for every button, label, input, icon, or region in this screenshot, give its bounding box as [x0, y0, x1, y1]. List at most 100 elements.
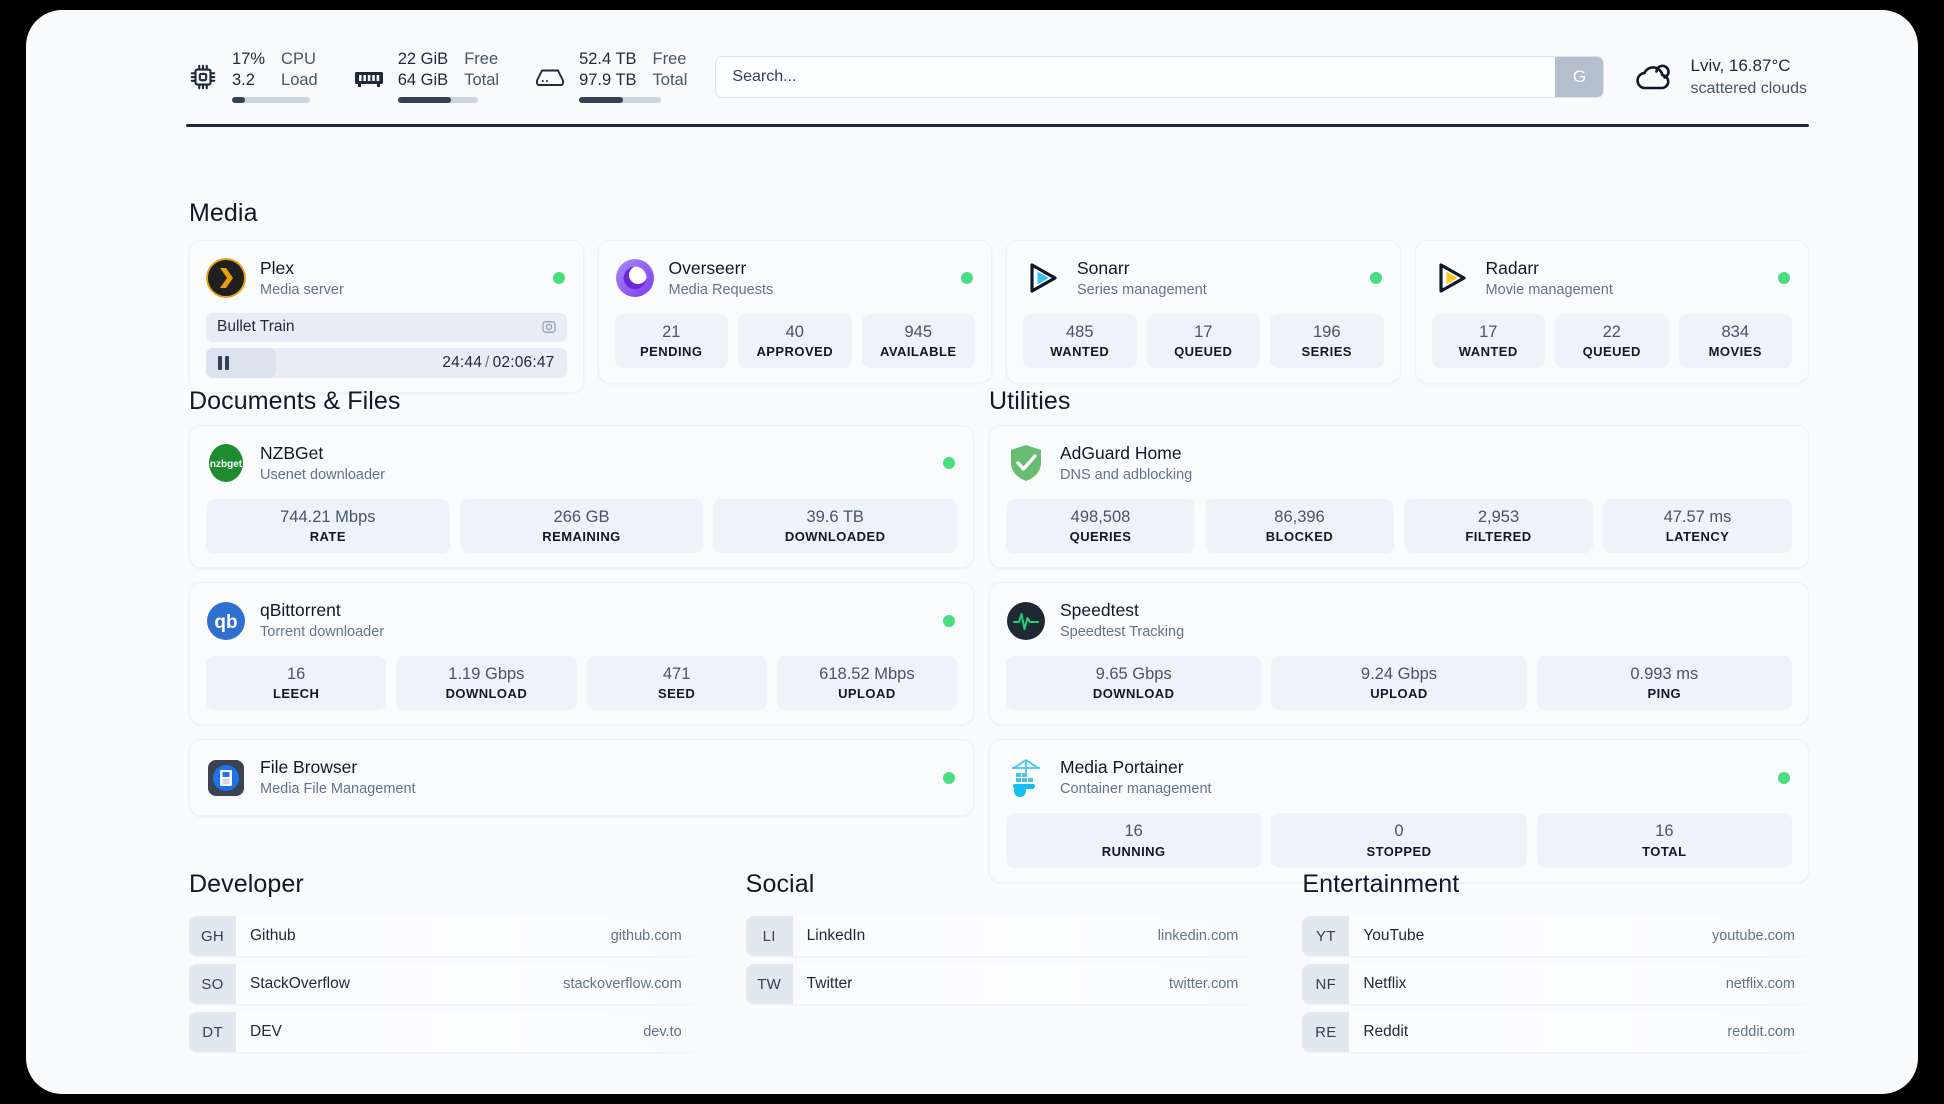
- service-desc: Media Requests: [668, 281, 774, 298]
- cpu-usage-percent: 17%: [232, 49, 266, 68]
- service-card-media-portainer[interactable]: Media Portainer Container management 16 …: [989, 739, 1809, 883]
- cloud-icon: [1632, 60, 1676, 94]
- bookmark-item-github[interactable]: GH Github github.com: [189, 916, 696, 956]
- bookmark-badge: NF: [1302, 964, 1350, 1004]
- portainer-icon: [1006, 758, 1046, 798]
- card-meta: Media Portainer Container management: [1060, 756, 1212, 799]
- stat-label: UPLOAD: [838, 686, 896, 702]
- stat-value: 9.65 Gbps: [1095, 664, 1172, 683]
- bookmark-group-developer: Developer GH Github github.com SO StackO…: [189, 870, 696, 1060]
- header-bar: 17% 3.2 CPU Load: [186, 36, 1809, 118]
- bookmark-item-dev[interactable]: DT DEV dev.to: [189, 1012, 696, 1052]
- card-meta: Sonarr Series management: [1077, 257, 1207, 300]
- search-input[interactable]: [716, 68, 1556, 86]
- stat-tile: 47.57 ms LATENCY: [1603, 498, 1792, 554]
- service-desc: Usenet downloader: [260, 466, 385, 483]
- service-card-qbittorrent[interactable]: qb qBittorrent Torrent downloader 16 LEE…: [189, 582, 974, 726]
- bookmark-item-stackoverflow[interactable]: SO StackOverflow stackoverflow.com: [189, 964, 696, 1004]
- bookmark-badge: GH: [189, 916, 236, 956]
- bookmark-group-title: Social: [745, 870, 815, 898]
- stat-label: UPLOAD: [1370, 686, 1428, 702]
- stat-label: DOWNLOAD: [445, 686, 528, 702]
- stat-value: 618.52 Mbps: [819, 664, 915, 683]
- card-header: nzbget NZBGet Usenet downloader: [206, 440, 957, 487]
- pause-icon[interactable]: [218, 355, 229, 370]
- card-meta: AdGuard Home DNS and adblocking: [1060, 442, 1192, 485]
- now-playing-time: 24:44/02:06:47: [442, 354, 554, 372]
- bookmark-name: DEV: [250, 1023, 282, 1040]
- bookmark-item-netflix[interactable]: NF Netflix netflix.com: [1302, 964, 1810, 1004]
- service-card-sonarr[interactable]: Sonarr Series management 485 WANTED 17 Q…: [1006, 240, 1401, 384]
- service-card-radarr[interactable]: Radarr Movie management 17 WANTED 22 QUE…: [1414, 240, 1809, 384]
- weather-condition: scattered clouds: [1690, 79, 1807, 97]
- service-desc: Media File Management: [260, 781, 416, 798]
- bookmark-name: Netflix: [1363, 975, 1407, 992]
- bookmark-item-linkedin[interactable]: LI LinkedIn linkedin.com: [745, 916, 1253, 956]
- now-playing-title-bar[interactable]: Bullet Train: [206, 312, 567, 342]
- search-engine-label: G: [1572, 67, 1587, 86]
- plex-icon: [206, 258, 246, 299]
- service-name: Speedtest: [1060, 600, 1139, 621]
- stat-label: RATE: [309, 529, 346, 545]
- stat-label: WANTED: [1050, 344, 1110, 360]
- disk-progress-fill: [579, 97, 624, 104]
- cpu-stat-group: 17% 3.2 CPU Load: [186, 49, 318, 105]
- stat-label: BLOCKED: [1265, 529, 1334, 545]
- bookmark-url: netflix.com: [1725, 976, 1796, 992]
- memory-values: 22 GiB 64 GiB: [398, 49, 448, 91]
- duration-time: 02:06:47: [492, 353, 555, 371]
- bookmark-badge: DT: [189, 1012, 236, 1052]
- service-card-nzbget[interactable]: nzbget NZBGet Usenet downloader 744.21 M…: [189, 425, 974, 569]
- stats-row: 16 LEECH 1.19 Gbps DOWNLOAD 471 SEED 618…: [206, 655, 957, 711]
- status-badge: [1778, 272, 1790, 285]
- stat-label: PENDING: [640, 344, 703, 360]
- weather-widget[interactable]: Lviv, 16.87°C scattered clouds: [1632, 55, 1809, 99]
- bookmark-badge: YT: [1302, 916, 1350, 956]
- card-meta: File Browser Media File Management: [260, 756, 416, 799]
- stat-value: 21: [662, 322, 681, 341]
- weather-text: Lviv, 16.87°C scattered clouds: [1690, 55, 1807, 99]
- stat-tile: 744.21 Mbps RATE: [206, 498, 450, 554]
- bookmark-item-twitter[interactable]: TW Twitter twitter.com: [745, 964, 1253, 1004]
- card-meta: qBittorrent Torrent downloader: [260, 599, 384, 642]
- service-card-plex[interactable]: Plex Media server Bullet Train: [189, 240, 584, 393]
- stat-label: FILTERED: [1465, 529, 1532, 545]
- service-name: Overseerr: [668, 258, 747, 278]
- overseerr-icon: [615, 258, 655, 298]
- stat-tile: 945 AVAILABLE: [861, 313, 975, 369]
- bookmark-url: linkedin.com: [1157, 928, 1239, 944]
- stat-value: 9.24 Gbps: [1360, 664, 1438, 683]
- service-card-adguard-home[interactable]: AdGuard Home DNS and adblocking 498,508 …: [989, 425, 1809, 569]
- stat-value: 22: [1602, 322, 1621, 341]
- time-separator: /: [485, 353, 490, 371]
- stats-row: 498,508 QUERIES 86,396 BLOCKED 2,953 FIL…: [1006, 498, 1792, 554]
- stats-row: 16 RUNNING 0 STOPPED 16 TOTAL: [1006, 813, 1792, 868]
- service-card-speedtest[interactable]: Speedtest Speedtest Tracking 9.65 Gbps D…: [989, 582, 1809, 726]
- card-header: Overseerr Media Requests: [615, 255, 976, 302]
- stat-value: 86,396: [1274, 507, 1325, 526]
- service-name: Media Portainer: [1060, 757, 1184, 778]
- header-divider: [186, 124, 1809, 127]
- cpu-values: 17% 3.2: [232, 49, 265, 91]
- cpu-load-value: 3.2: [232, 71, 255, 89]
- sonarr-icon: [1023, 258, 1063, 298]
- bookmark-item-youtube[interactable]: YT YouTube youtube.com: [1302, 916, 1810, 956]
- status-badge: [943, 771, 955, 784]
- bookmark-item-reddit[interactable]: RE Reddit reddit.com: [1302, 1012, 1810, 1052]
- speedtest-icon: [1006, 601, 1046, 641]
- search-engine-button[interactable]: G: [1555, 57, 1604, 97]
- search-box[interactable]: G: [715, 56, 1605, 98]
- service-card-file-browser[interactable]: File Browser Media File Management: [189, 739, 974, 817]
- now-playing-progress[interactable]: 24:44/02:06:47: [206, 347, 567, 378]
- bookmark-url: dev.to: [643, 1024, 682, 1040]
- elapsed-time: 24:44: [442, 353, 483, 371]
- service-name: Sonarr: [1077, 258, 1130, 278]
- radarr-icon: [1432, 258, 1472, 298]
- cast-icon[interactable]: [541, 319, 557, 335]
- stat-tile: 17 QUEUED: [1146, 313, 1260, 369]
- service-card-overseerr[interactable]: Overseerr Media Requests 21 PENDING 40 A…: [597, 240, 992, 384]
- card-meta: Plex Media server: [260, 257, 344, 300]
- stat-tile: 618.52 Mbps UPLOAD: [776, 655, 957, 711]
- stat-value: 266 GB: [553, 507, 610, 526]
- stat-tile: 21 PENDING: [614, 313, 728, 369]
